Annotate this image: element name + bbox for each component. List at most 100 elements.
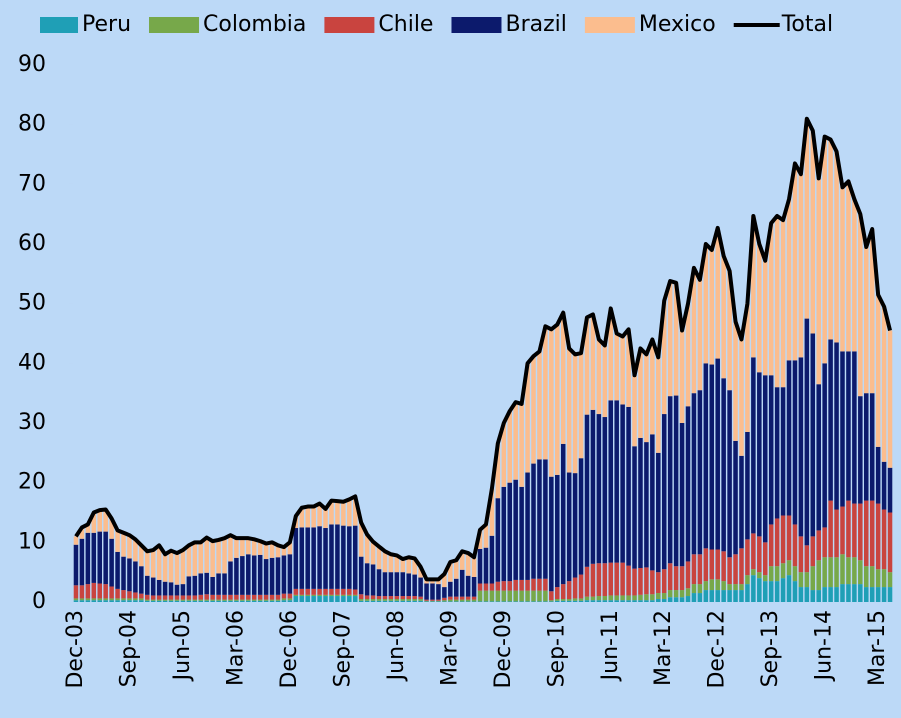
bar-segment <box>335 594 340 597</box>
bar-segment <box>697 279 703 391</box>
bar-segment <box>513 402 518 480</box>
bar-segment <box>555 600 560 602</box>
bar-segment <box>299 507 305 528</box>
bar-segment <box>638 567 643 595</box>
bar-segment <box>263 543 269 560</box>
bar-segment <box>786 515 792 561</box>
bar-segment <box>875 569 881 588</box>
bar-segment <box>406 600 411 602</box>
legend-label: Mexico <box>639 12 716 37</box>
bar-segment <box>858 584 863 602</box>
bar-segment <box>370 541 376 565</box>
bar-segment <box>703 244 709 364</box>
bar-segment <box>846 557 851 585</box>
bar-segment <box>311 588 316 595</box>
bar-segment <box>79 598 85 601</box>
bar-segment <box>442 601 447 602</box>
bar-segment <box>739 455 744 549</box>
total-line <box>74 116 892 582</box>
bar-segment <box>400 600 406 602</box>
bar-segment <box>91 512 97 533</box>
bar-segment <box>739 548 744 585</box>
bar-segment <box>293 528 299 589</box>
bar-segment <box>329 524 334 589</box>
bar-segment <box>97 531 102 584</box>
bar-segment <box>875 503 881 570</box>
bar-segment <box>768 375 774 525</box>
bar-segment <box>709 579 715 591</box>
bar-segment <box>703 581 709 591</box>
bar-segment <box>234 594 239 600</box>
bar-segment <box>887 572 893 588</box>
bar-segment <box>376 546 382 570</box>
bar-segment <box>234 538 239 558</box>
bar-segment <box>424 600 429 602</box>
bar-segment <box>852 503 857 558</box>
bar-segment <box>733 440 738 555</box>
bar-segment <box>661 300 667 415</box>
bar-segment <box>459 551 465 570</box>
bar-segment <box>632 375 637 447</box>
bar-segment <box>537 590 542 602</box>
bar-segment <box>691 554 697 585</box>
bar-segment <box>204 599 209 601</box>
bar-segment <box>822 136 827 364</box>
bar-segment <box>531 578 536 591</box>
x-tick-label: Sep-04 <box>116 610 141 687</box>
bar-segment <box>156 579 162 596</box>
bar-segment <box>168 582 174 596</box>
bar-segment <box>412 599 417 601</box>
bar-segment <box>679 590 685 598</box>
bar-segment <box>519 601 524 602</box>
bar-segment <box>156 595 162 600</box>
bar-segment <box>525 601 530 602</box>
bar-segment <box>127 535 132 559</box>
bar-segment <box>852 584 857 602</box>
bar-segment <box>846 351 851 501</box>
bar-segment <box>691 393 697 555</box>
bar-segment <box>370 564 376 596</box>
bar-segment <box>436 600 441 602</box>
bar-segment <box>246 600 251 602</box>
bar-segment <box>186 595 192 600</box>
bar-segment <box>275 594 281 600</box>
bar-segment <box>311 596 316 602</box>
bar-segment <box>424 583 429 600</box>
bar-segment <box>703 548 709 582</box>
bar-segment <box>424 599 429 601</box>
bar-segment <box>376 599 382 601</box>
bar-segment <box>293 594 299 597</box>
bar-segment <box>180 600 186 602</box>
bar-segment <box>721 581 726 591</box>
bar-segment <box>602 345 608 418</box>
bar-segment <box>489 488 495 536</box>
bar-segment <box>370 600 376 602</box>
bar-segment <box>269 600 275 602</box>
bar-segment <box>85 600 91 602</box>
bar-segment <box>186 545 192 577</box>
bar-segment <box>73 585 79 599</box>
bar-segment <box>145 575 150 595</box>
bar-segment <box>150 599 156 601</box>
bar-segment <box>269 594 275 600</box>
bar-segment <box>180 584 186 596</box>
bar-segment <box>667 590 673 598</box>
bar-segment <box>864 500 869 567</box>
bar-segment <box>174 595 180 600</box>
bar-segment <box>222 600 227 602</box>
bar-segment <box>216 594 221 600</box>
bar-segment <box>590 596 596 601</box>
bar-segment <box>442 587 447 598</box>
bar-segment <box>269 542 275 558</box>
bar-segment <box>869 566 875 588</box>
bar-segment <box>887 587 893 602</box>
bar-segment <box>418 566 423 578</box>
bar-segment <box>507 590 512 602</box>
bar-segment <box>228 600 233 602</box>
bar-segment <box>828 587 833 602</box>
bar-segment <box>727 270 732 391</box>
bar-segment <box>222 538 227 574</box>
bar-segment <box>133 598 138 601</box>
bar-segment <box>810 130 816 334</box>
bar-segment <box>364 534 370 564</box>
